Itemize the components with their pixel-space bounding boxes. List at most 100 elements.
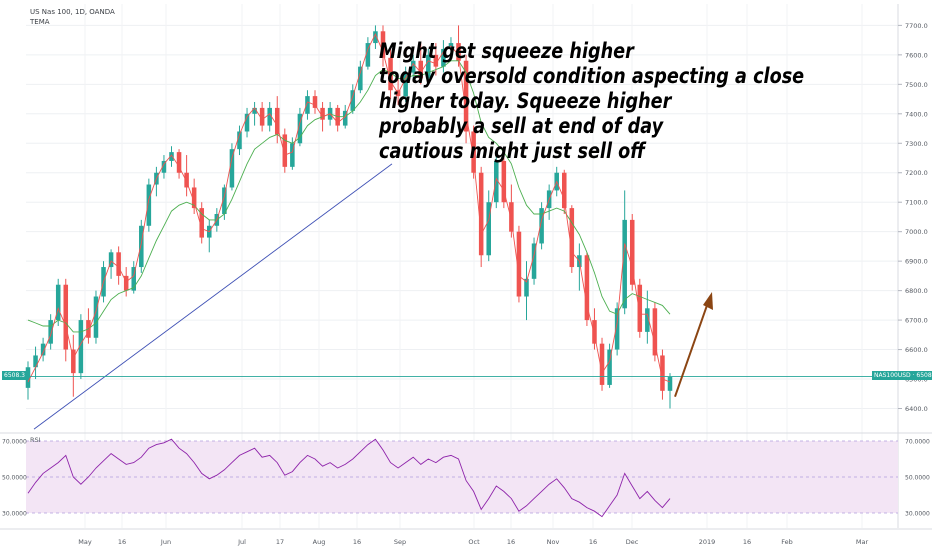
candle-body	[441, 48, 446, 67]
candle-body	[456, 43, 461, 61]
candle	[154, 166, 159, 197]
tema-slow-line	[27, 60, 671, 333]
candle	[244, 107, 250, 138]
candle-body	[184, 172, 189, 188]
overlays	[26, 33, 898, 430]
annotation-line: Might get squeeze higher	[379, 39, 634, 64]
candle-body	[252, 107, 257, 114]
candle-body	[290, 143, 295, 167]
annotation-text: Might get squeeze higher today oversold …	[379, 39, 804, 164]
time-tick-label: Jul	[237, 538, 246, 546]
candle-body	[169, 152, 174, 161]
time-tick-label: May	[78, 538, 92, 546]
candle	[139, 219, 144, 273]
candle-body	[350, 90, 356, 111]
candle	[516, 225, 522, 303]
time-tick-label: Feb	[781, 538, 793, 546]
candle	[358, 60, 363, 94]
candle	[494, 155, 499, 209]
current-price-label-left: 6508.3	[2, 371, 27, 380]
candle	[259, 102, 265, 132]
candle-body	[108, 252, 114, 268]
candle-body	[388, 57, 393, 91]
time-tick-label: Mar	[856, 538, 869, 546]
candle-body	[237, 131, 242, 150]
candle	[305, 90, 310, 120]
candle-body	[222, 187, 227, 214]
candle	[40, 337, 46, 362]
rsi-tick-label-left: 70.0000	[2, 439, 27, 446]
candle	[652, 302, 658, 362]
candles	[25, 25, 673, 409]
trend-line	[33, 163, 393, 430]
candle	[637, 278, 643, 338]
candle	[86, 308, 91, 344]
time-tick-label: Dec	[626, 538, 639, 546]
candle-body	[63, 284, 69, 350]
candle-body	[478, 172, 484, 256]
candle-body	[282, 134, 288, 167]
candle-body	[599, 343, 605, 385]
candle	[614, 302, 620, 356]
candle-body	[561, 172, 567, 209]
time-tick-label: Aug	[313, 538, 326, 546]
candle-body	[403, 72, 408, 97]
candle-body	[531, 243, 537, 279]
price-tick-label: 7300.0	[905, 140, 928, 148]
candle	[410, 54, 416, 79]
price-tick-label: 6700.0	[905, 317, 928, 325]
rsi-tick-label-right: 50.0000	[905, 475, 930, 482]
candle	[350, 84, 356, 114]
candle-body	[199, 208, 204, 238]
candle	[441, 40, 446, 73]
candle-body	[25, 367, 31, 388]
candle	[108, 249, 114, 279]
candle	[161, 155, 167, 179]
candle	[297, 107, 303, 147]
candle	[267, 102, 272, 132]
candle	[403, 66, 408, 103]
candle-body	[524, 278, 529, 297]
candle-body	[463, 60, 469, 132]
time-tick-label: Oct	[468, 538, 480, 546]
candle-body	[342, 110, 348, 126]
rsi-tick-label-left: 30.0000	[2, 511, 27, 518]
tema-fast-line	[27, 33, 671, 383]
rsi-band	[26, 441, 898, 513]
price-tick-label: 6900.0	[905, 258, 928, 266]
candle-body	[426, 54, 431, 79]
candle-body	[373, 31, 378, 44]
candle-body	[40, 343, 46, 356]
candle-body	[48, 320, 53, 344]
rsi-title: RSI	[30, 436, 41, 444]
candle-body	[365, 43, 371, 67]
candle	[373, 25, 378, 49]
rsi-panel: 30.0000 30.0000 50.0000 50.0000 70.0000 70.00…	[2, 436, 930, 518]
symbol-title: US Nas 100, 1D, OANDA	[30, 8, 115, 16]
rsi-tick-label-right: 70.0000	[905, 439, 930, 446]
rsi-tick-label-left: 50.0000	[2, 475, 27, 482]
candle	[584, 252, 590, 326]
annotation-line: probably a sell at end of day	[379, 114, 664, 139]
candle-body	[229, 149, 235, 188]
candle-body	[410, 60, 416, 73]
price-tick-label: 7500.0	[905, 81, 928, 89]
candle-body	[358, 66, 363, 91]
candle	[471, 125, 476, 179]
candle-body	[645, 308, 650, 332]
candle	[48, 314, 53, 350]
candle	[599, 337, 605, 391]
candle-body	[139, 225, 144, 268]
projection-arrow	[674, 302, 709, 398]
candle-body	[660, 355, 665, 391]
time-tick-label: Nov	[547, 538, 560, 546]
candle-body	[244, 113, 250, 132]
candle-body	[501, 160, 507, 203]
price-tick-label: 7200.0	[905, 169, 928, 177]
candle-body	[629, 219, 635, 285]
time-tick-label: 16	[118, 538, 126, 546]
candle	[629, 213, 635, 291]
candle	[478, 166, 484, 268]
